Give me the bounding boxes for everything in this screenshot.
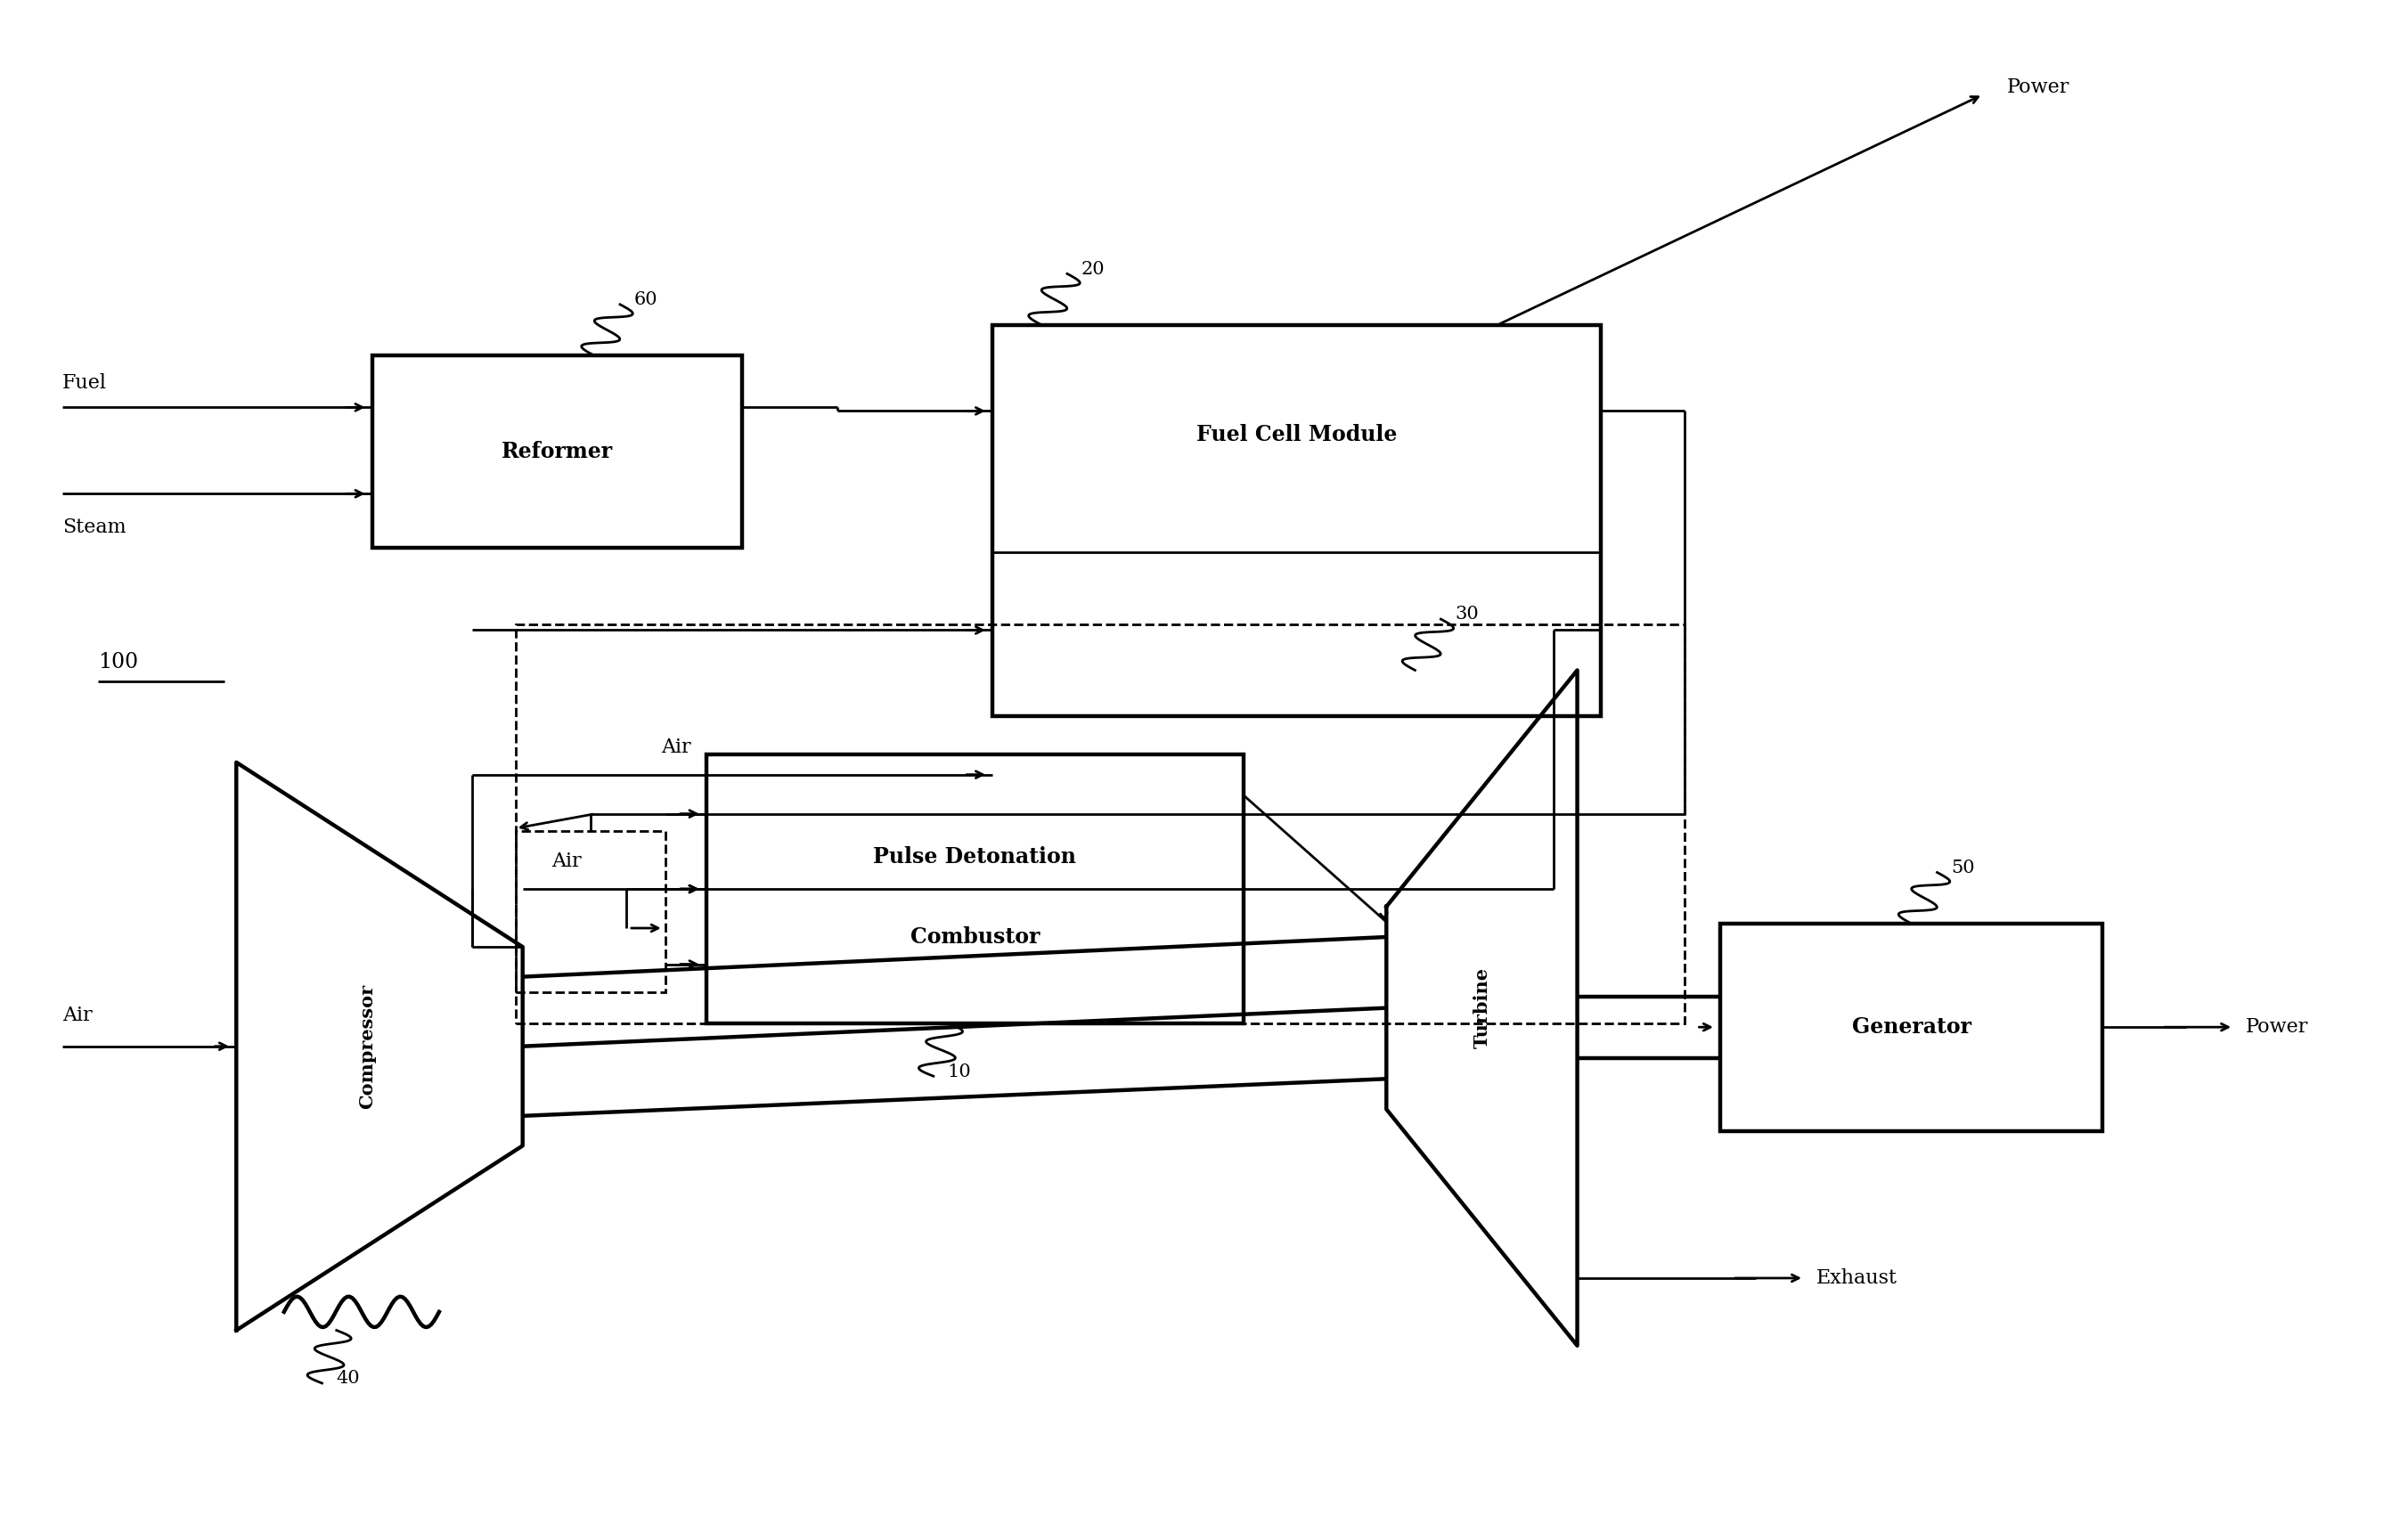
Text: Power: Power xyxy=(2245,1018,2307,1036)
Bar xyxy=(1722,924,2102,1130)
Text: Generator: Generator xyxy=(1851,1016,1970,1038)
Text: Fuel Cell Module: Fuel Cell Module xyxy=(1196,424,1396,445)
Bar xyxy=(373,356,741,547)
Text: Fuel: Fuel xyxy=(62,373,108,393)
Text: Combustor: Combustor xyxy=(911,927,1040,949)
Text: 20: 20 xyxy=(1081,260,1105,277)
Text: 100: 100 xyxy=(98,653,139,673)
Text: Air: Air xyxy=(660,738,691,756)
Text: Air: Air xyxy=(62,1006,93,1026)
Text: Reformer: Reformer xyxy=(502,440,612,462)
Text: Power: Power xyxy=(2006,77,2071,97)
Text: Exhaust: Exhaust xyxy=(1815,1269,1896,1287)
Text: Pulse Detonation: Pulse Detonation xyxy=(873,845,1076,867)
Bar xyxy=(516,624,1686,1023)
Text: 30: 30 xyxy=(1456,607,1480,624)
Text: 60: 60 xyxy=(634,291,658,308)
Text: Air: Air xyxy=(552,852,581,872)
Text: Steam: Steam xyxy=(62,517,127,537)
Bar xyxy=(705,755,1243,1023)
Bar xyxy=(516,832,665,993)
Bar xyxy=(992,325,1602,716)
Text: Turbine: Turbine xyxy=(1473,967,1490,1049)
Text: 40: 40 xyxy=(337,1371,361,1388)
Text: Compressor: Compressor xyxy=(359,984,375,1109)
Text: 10: 10 xyxy=(947,1063,971,1080)
Text: 50: 50 xyxy=(1951,859,1975,876)
